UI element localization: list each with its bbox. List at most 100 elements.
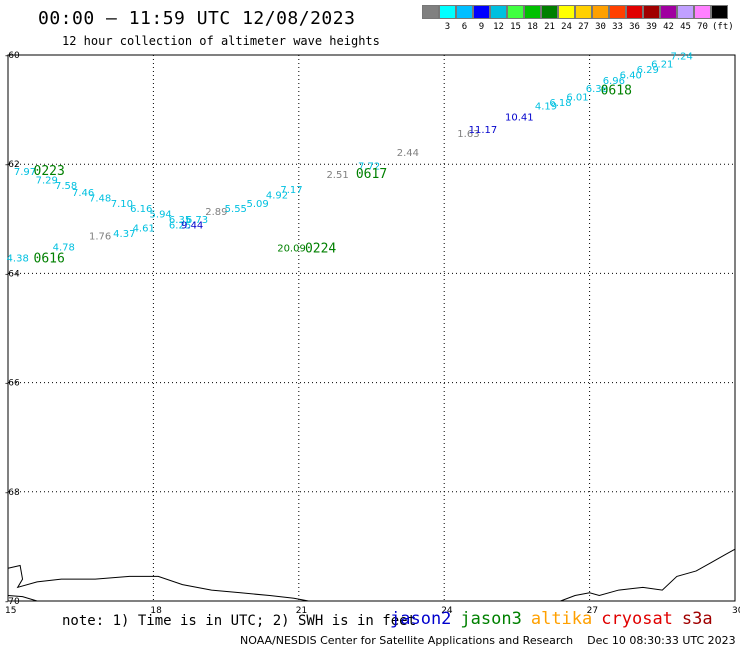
coastline-segment — [560, 548, 736, 602]
wave-height-value: 4.61 — [133, 223, 155, 234]
lon-tick-label: 15 — [5, 606, 16, 616]
legend-label: 42 — [663, 22, 674, 32]
wave-height-value: 7.10 — [111, 199, 133, 210]
generated-timestamp: Dec 10 08:30:33 UTC 2023 — [587, 634, 736, 647]
satellite-legend: jason2 jason3 altika cryosat s3a — [390, 609, 722, 629]
legend-label: 45 — [680, 22, 691, 32]
legend-label: 39 — [646, 22, 657, 32]
legend-swatch — [473, 5, 490, 19]
lon-tick-label: 21 — [296, 606, 307, 616]
legend-label: 6 — [461, 22, 468, 32]
lon-tick-label: 27 — [587, 606, 598, 616]
legend-label: 27 — [578, 22, 589, 32]
wave-height-value: 2.89 — [205, 207, 227, 218]
satellite-name: jason3 — [460, 609, 522, 629]
wave-height-value: 6.40 — [620, 70, 642, 81]
wave-height-value: 5.09 — [246, 199, 268, 210]
longitude-labels: 15 18 21 24 27 30 — [5, 606, 740, 616]
pass-time-label: 0224 — [305, 242, 336, 257]
legend-unit: (ft) — [712, 22, 734, 32]
wave-height-value: 7.46 — [72, 188, 94, 199]
credit-line: NOAA/NESDIS Center for Satellite Applica… — [240, 634, 736, 647]
legend-swatch — [575, 5, 592, 19]
legend-swatch — [626, 5, 643, 19]
wave-height-value: 6.21 — [651, 60, 673, 71]
wave-height-value: 7.24 — [671, 51, 693, 62]
legend-labels: 3 6 9 12 15 18 21 24 27 30 33 36 39 42 45 70 — [422, 22, 728, 32]
legend-label: 24 — [561, 22, 572, 32]
wave-height-value: 11.17 — [469, 125, 498, 136]
wave-height-value: 5.94 — [150, 210, 172, 221]
legend-label: 33 — [612, 22, 623, 32]
wave-height-value: 6.38 — [586, 84, 608, 95]
legend-swatch — [643, 5, 660, 19]
page-title: 00:00 – 11:59 UTC 12/08/2023 — [38, 8, 356, 29]
wave-height-value: 4.92 — [266, 191, 288, 202]
legend-swatch — [609, 5, 626, 19]
legend-swatch — [439, 5, 456, 19]
lat-tick-label: -68 — [5, 488, 20, 498]
legend-label: 18 — [527, 22, 538, 32]
satellite-name: s3a — [681, 609, 713, 629]
legend-label: 12 — [493, 22, 504, 32]
footer-note: note: 1) Time is in UTC; 2) SWH is in fe… — [62, 613, 417, 629]
lat-tick-label: -62 — [5, 160, 20, 170]
color-legend — [422, 5, 728, 19]
lon-tick-label: 18 — [150, 606, 162, 616]
wave-height-value: 7.72 — [358, 162, 380, 173]
wave-height-value: 5.55 — [225, 204, 247, 215]
legend-swatch — [677, 5, 694, 19]
wave-height-value: 6.96 — [603, 76, 625, 87]
credit-text: NOAA/NESDIS Center for Satellite Applica… — [240, 634, 574, 647]
pass-time-label: 0223 — [34, 164, 65, 179]
satellite-name: altika — [530, 609, 593, 629]
wave-height-value: 20.09 — [277, 244, 306, 255]
legend-swatch — [711, 5, 728, 19]
wave-height-value: 6.18 — [549, 98, 571, 109]
wave-height-value: 7.17 — [280, 185, 302, 196]
lat-tick-label: -64 — [5, 269, 20, 279]
satellite-name: cryosat — [601, 609, 673, 629]
legend-label: 36 — [629, 22, 640, 32]
wave-height-value: 10.41 — [505, 113, 534, 124]
wave-height-value: 7.58 — [55, 181, 77, 192]
wave-height-value: 2.51 — [326, 170, 348, 181]
wave-height-value: 4.38 — [7, 253, 29, 264]
wave-height-value: 4.78 — [53, 242, 75, 253]
legend-label: 3 — [444, 22, 451, 32]
wave-height-value: 6.35 — [169, 215, 191, 226]
legend-swatch — [490, 5, 507, 19]
legend-label: 30 — [595, 22, 606, 32]
lon-tick-label: 30 — [732, 606, 740, 616]
pass-time-label: 0617 — [356, 167, 387, 182]
latitude-labels: -60 -62 -64 -66 -68 -70 — [5, 51, 20, 607]
wave-height-value: 7.97 — [14, 167, 36, 178]
wave-height-value: 4.19 — [535, 102, 557, 113]
wave-height-value: 1.76 — [89, 232, 111, 243]
legend-swatch — [592, 5, 609, 19]
wave-height-value: 2.44 — [397, 148, 419, 159]
legend-label: 21 — [544, 22, 555, 32]
wave-height-value: 6.25 — [169, 221, 191, 232]
legend-swatch — [660, 5, 677, 19]
wave-height-value: 6.29 — [637, 65, 659, 76]
legend-label: 9 — [478, 22, 485, 32]
pass-time-label: 0618 — [601, 83, 632, 98]
lat-tick-label: -66 — [5, 379, 20, 389]
coastline-segment — [7, 564, 309, 602]
wave-height-value: 6.01 — [566, 92, 588, 103]
wave-height-value: 7.48 — [89, 193, 111, 204]
legend-swatch — [422, 5, 439, 19]
lon-tick-label: 24 — [441, 606, 453, 616]
legend-swatch — [456, 5, 473, 19]
legend-swatch — [558, 5, 575, 19]
pass-time-labels: 0223 0616 0617 0224 0618 — [34, 83, 632, 266]
wave-height-value: 6.73 — [186, 215, 208, 226]
legend-swatch — [541, 5, 558, 19]
lat-tick-label: -60 — [5, 51, 20, 61]
lat-tick-label: -70 — [5, 597, 20, 607]
legend-swatch — [694, 5, 711, 19]
legend-label: 15 — [510, 22, 521, 32]
wave-height-value: 4.37 — [113, 229, 135, 240]
